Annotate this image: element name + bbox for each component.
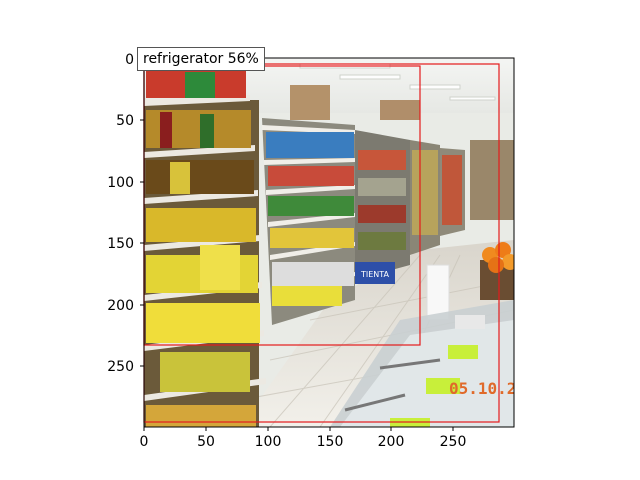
x-tick-label: 0	[140, 434, 149, 450]
x-tick-label: 50	[197, 434, 215, 450]
x-tick-label: 100	[255, 434, 282, 450]
svg-text:TIENTA: TIENTA	[360, 270, 390, 279]
x-tick-label: 150	[317, 434, 344, 450]
x-axis: 0 50 100 150 200 250	[140, 427, 467, 450]
far-shelves	[355, 100, 514, 280]
y-axis: 0 50 100 150 200 250	[107, 52, 144, 375]
center-shelf	[262, 85, 355, 325]
detection-label: refrigerator 56%	[137, 47, 265, 71]
left-shelf	[144, 70, 266, 427]
y-tick-label: 150	[107, 236, 134, 252]
timestamp-overlay: 05.10.2	[449, 379, 516, 398]
tienta-sign: TIENTA	[355, 262, 395, 284]
y-tick-label: 100	[107, 175, 134, 191]
y-tick-label: 50	[116, 113, 134, 129]
store-photo: TIENTA 05.10.2	[144, 58, 516, 427]
y-tick-label: 200	[107, 298, 134, 314]
y-tick-label: 0	[125, 52, 134, 68]
x-tick-label: 250	[440, 434, 467, 450]
x-tick-label: 200	[378, 434, 405, 450]
oranges-display	[480, 242, 514, 300]
y-tick-label: 250	[107, 359, 134, 375]
